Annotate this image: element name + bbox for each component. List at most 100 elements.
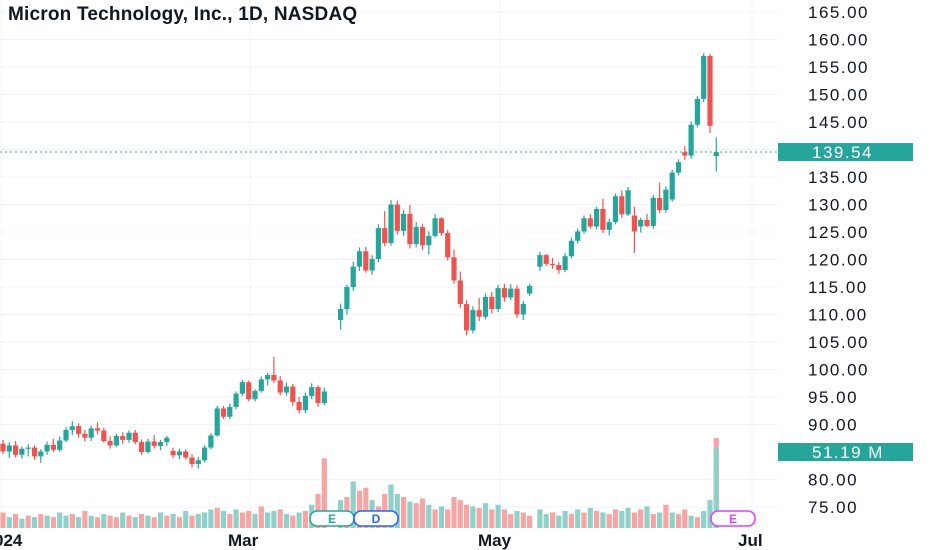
candle-body (675, 162, 682, 173)
price-tick-label: 115.00 (808, 278, 868, 297)
price-tick-label: 165.00 (808, 3, 869, 22)
candle-body (283, 386, 290, 393)
chart-grid (0, 0, 778, 530)
candle-body (88, 428, 94, 438)
candle-body (126, 432, 132, 440)
candle-body (170, 450, 176, 456)
candle-body (290, 386, 296, 402)
candle-body (258, 379, 264, 391)
candle-body (388, 204, 394, 243)
volume-bar (88, 515, 94, 528)
volume-bar (445, 509, 451, 528)
candle-body (669, 172, 675, 200)
volume-bar (495, 504, 501, 528)
volume-bar (631, 512, 637, 528)
volume-bar (594, 510, 600, 528)
volume-bar (296, 512, 302, 528)
candle-body (246, 382, 252, 400)
volume-bar (501, 509, 507, 528)
volume-bar (537, 509, 543, 528)
candle-body (587, 218, 593, 227)
candle-body (457, 280, 463, 305)
candle-body (63, 430, 69, 441)
volume-bar (258, 506, 264, 528)
candle-body (277, 380, 283, 393)
volume-bar (63, 515, 69, 528)
candle-body (356, 251, 363, 267)
last-price-tag (778, 143, 913, 162)
volume-bar (625, 507, 631, 528)
volume-bar (694, 517, 700, 528)
volume-bar (145, 515, 151, 528)
candle-body (464, 304, 470, 331)
candle-body (350, 266, 356, 287)
volume-bar (549, 512, 556, 528)
volume-bar (252, 514, 258, 528)
candle-body (419, 227, 426, 246)
volume-bar (606, 514, 612, 528)
candle-body (501, 288, 507, 298)
volume-bar (107, 515, 113, 528)
volume-bar (363, 487, 369, 528)
price-tick-label: 75.00 (808, 498, 858, 517)
price-tick-label: 150.00 (808, 86, 869, 105)
volume-bar (126, 515, 132, 528)
volume-bar (189, 515, 195, 528)
candle-body (315, 387, 321, 404)
price-tick-label: 90.00 (808, 416, 858, 435)
price-tick-label: 155.00 (808, 58, 869, 77)
volume-bar (220, 510, 227, 528)
candle-body (407, 213, 413, 245)
volume-bar (132, 517, 138, 528)
candle-body (663, 189, 669, 210)
candle-body (625, 190, 631, 215)
price-tick-label: 135.00 (808, 168, 869, 187)
volume-bar (356, 490, 363, 528)
volume-bar (457, 500, 463, 528)
volume-bar (514, 510, 520, 528)
candle-body (514, 288, 520, 315)
candle-body (309, 387, 315, 396)
event-badge (710, 510, 756, 527)
candle-body (94, 428, 101, 431)
volume-bar (508, 514, 514, 528)
candle-body (321, 391, 327, 404)
candle-body (271, 375, 277, 381)
candle-body (375, 228, 381, 259)
volume-bar (600, 512, 606, 528)
time-axis[interactable]: 024 Mar May Jul (0, 531, 763, 550)
candle-body (76, 426, 82, 434)
volume-bar (164, 515, 170, 528)
candle-body (120, 436, 126, 440)
volume-bar (663, 504, 669, 528)
volume-bar (151, 517, 157, 528)
volume-bar (426, 504, 432, 528)
volume-bar (401, 497, 407, 528)
candle-body (252, 390, 258, 400)
volume-bar (612, 509, 619, 528)
volume-bar (476, 507, 482, 528)
volume-bar (669, 512, 675, 528)
candle-body (438, 218, 444, 234)
volume-bar (246, 510, 252, 528)
volume-bar (0, 512, 6, 528)
volume-bar (13, 514, 19, 528)
volume-bar (520, 512, 526, 528)
candle-body (688, 124, 694, 156)
candle-body (701, 56, 707, 99)
candle-body (82, 433, 88, 438)
time-tick-label: Jul (738, 531, 763, 550)
volume-bar (214, 507, 220, 528)
price-axis[interactable]: 165.00160.00155.00150.00145.00140.00135.… (808, 3, 869, 517)
volume-bar (482, 503, 489, 528)
candle-body (202, 447, 208, 461)
price-tick-label: 80.00 (808, 471, 858, 490)
volume-bar (139, 514, 145, 528)
candle-body (31, 447, 38, 457)
volume-bar (562, 510, 568, 528)
candle-body (38, 451, 44, 457)
price-tick-label: 130.00 (808, 196, 869, 215)
candle-body (562, 256, 568, 270)
